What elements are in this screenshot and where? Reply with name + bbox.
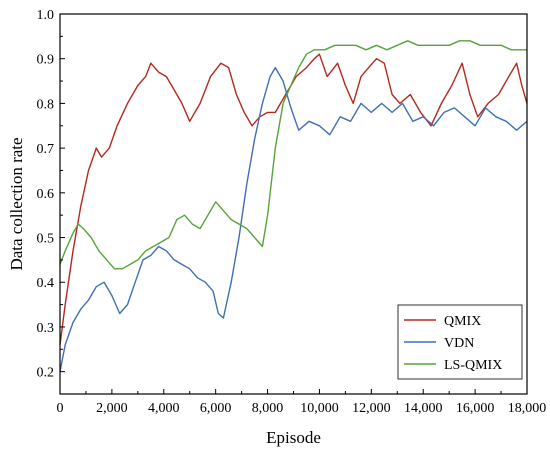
x-tick-label: 16,000 bbox=[456, 401, 495, 416]
y-tick-label: 0.4 bbox=[37, 276, 55, 291]
x-tick-label: 4,000 bbox=[148, 401, 180, 416]
y-axis-ticks: 0.2 0.3 0.4 0.5 0.6 0.7 0.8 0.9 1.0 bbox=[37, 8, 65, 395]
x-tick-label: 8,000 bbox=[252, 401, 284, 416]
y-tick-label: 0.2 bbox=[37, 366, 55, 381]
legend-label-ls-qmix: LS-QMIX bbox=[444, 358, 502, 373]
y-tick-label: 0.6 bbox=[37, 187, 55, 202]
y-tick-label: 0.8 bbox=[37, 97, 55, 112]
x-axis-title: Episode bbox=[266, 428, 321, 447]
x-tick-label: 0 bbox=[57, 401, 64, 416]
y-tick-label: 0.5 bbox=[37, 232, 55, 247]
y-tick-label: 1.0 bbox=[37, 8, 55, 23]
y-tick-label: 0.7 bbox=[37, 142, 55, 157]
y-tick-label: 0.3 bbox=[37, 321, 55, 336]
y-axis-title: Data collection rate bbox=[7, 137, 26, 270]
legend-label-vdn: VDN bbox=[444, 336, 474, 351]
x-tick-label: 10,000 bbox=[300, 401, 339, 416]
y-tick-label: 0.9 bbox=[37, 53, 55, 68]
x-tick-label: 6,000 bbox=[200, 401, 232, 416]
series-line-qmix bbox=[59, 53, 528, 345]
x-tick-label: 12,000 bbox=[352, 401, 391, 416]
x-tick-label: 18,000 bbox=[508, 401, 547, 416]
x-axis-ticks: 0 2,000 4,000 6,000 8,000 10,000 12,000 14,000 1… bbox=[57, 389, 547, 416]
legend: QMIX VDN LS-QMIX bbox=[397, 304, 523, 380]
legend-label-qmix: QMIX bbox=[444, 314, 481, 329]
plot-lines bbox=[59, 40, 528, 372]
x-tick-label: 2,000 bbox=[96, 401, 128, 416]
series-line-ls-qmix bbox=[59, 40, 527, 270]
x-tick-label: 14,000 bbox=[404, 401, 443, 416]
series-line-vdn bbox=[59, 66, 528, 372]
